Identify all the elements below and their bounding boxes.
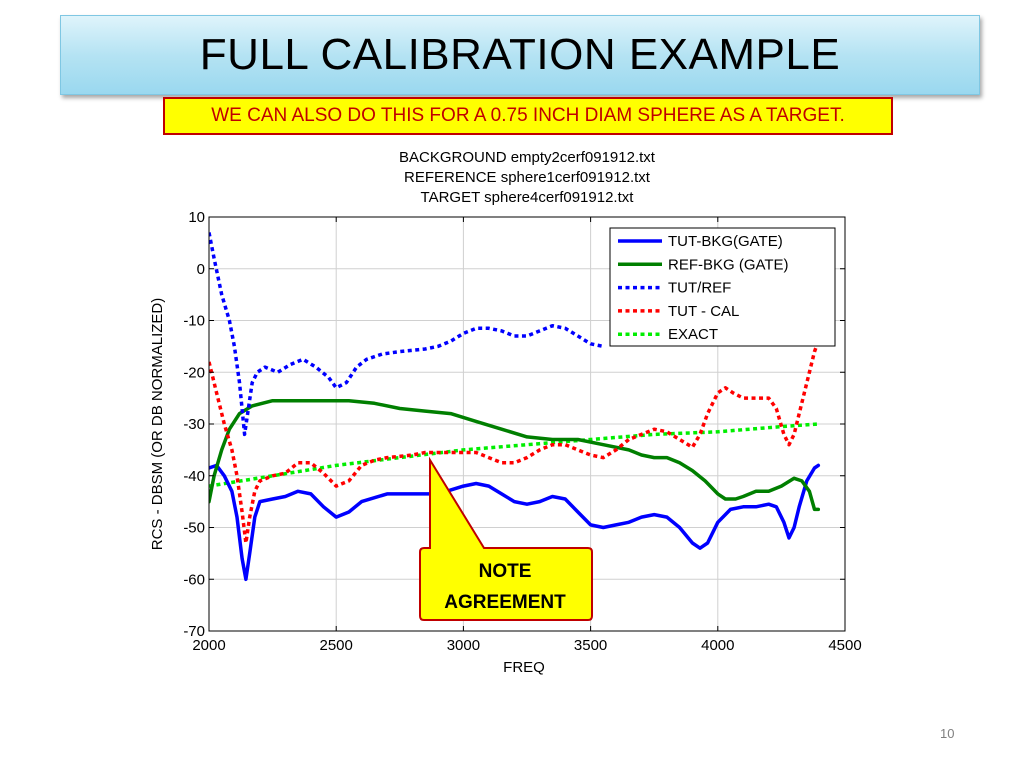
y-tick-label: -70 (183, 623, 205, 640)
y-tick-label: -30 (183, 416, 205, 433)
y-tick-label: -50 (183, 520, 205, 537)
legend-label: REF-BKG (GATE) (668, 256, 789, 273)
series-line-4 (209, 422, 819, 488)
series-line-0 (209, 463, 821, 582)
legend-box (609, 227, 836, 347)
x-tick-label: 2500 (320, 637, 353, 654)
y-tick-label: -60 (183, 571, 205, 588)
chart-title: BACKGROUND empty2cerf091912.txt REFERENCE… (399, 149, 656, 206)
x-tick-label: 2000 (192, 637, 225, 654)
series-line-2 (209, 232, 604, 437)
chart-title-line: BACKGROUND empty2cerf091912.txt (399, 149, 656, 166)
y-tick-label: 10 (188, 209, 205, 226)
chart-tick-labels: 2000 2500 3000 3500 4000 4500 10 0 -10 -20 -30 -40 -… (183, 209, 861, 654)
y-tick-label: -10 (183, 313, 205, 330)
title-banner: FULL CALIBRATION EXAMPLE (60, 15, 980, 95)
page-number: 10 (940, 726, 955, 741)
legend-label: TUT/REF (668, 280, 731, 297)
series-line-1 (209, 398, 821, 512)
x-tick-label: 4000 (701, 637, 734, 654)
note-agreement-callout: NOTE AGREEMENT (419, 456, 593, 621)
chart-ticks (208, 216, 846, 632)
chart-series (209, 232, 821, 582)
subtitle-box: WE CAN ALSO DO THIS FOR A 0.75 INCH DIAM… (163, 97, 893, 135)
y-tick-label: -40 (183, 468, 205, 485)
x-tick-label: 3500 (574, 637, 607, 654)
slide-title: FULL CALIBRATION EXAMPLE (199, 30, 841, 79)
callout-shape (419, 456, 593, 621)
chart-title-line: REFERENCE sphere1cerf091912.txt (404, 169, 651, 186)
slide-subtitle: WE CAN ALSO DO THIS FOR A 0.75 INCH DIAM… (211, 105, 845, 126)
y-tick-label: -20 (183, 364, 205, 381)
x-tick-label: 4500 (828, 637, 861, 654)
legend-label: TUT - CAL (668, 303, 739, 320)
y-tick-label: 0 (197, 261, 205, 278)
legend-label: TUT-BKG(GATE) (668, 233, 783, 250)
x-tick-label: 3000 (447, 637, 480, 654)
legend-label: EXACT (668, 326, 718, 343)
chart-title-line: TARGET sphere4cerf091912.txt (421, 189, 635, 206)
chart-legend: TUT-BKG(GATE) REF-BKG (GATE) TUT/REF TUT - … (609, 227, 836, 347)
y-axis-label: RCS - DBSM (OR DB NORMALIZED) (149, 298, 166, 551)
callout-text-line-2: AGREEMENT (444, 592, 566, 613)
callout-text-line-1: NOTE (479, 561, 532, 582)
series-line-3 (209, 340, 820, 545)
x-axis-label: FREQ (503, 659, 545, 676)
